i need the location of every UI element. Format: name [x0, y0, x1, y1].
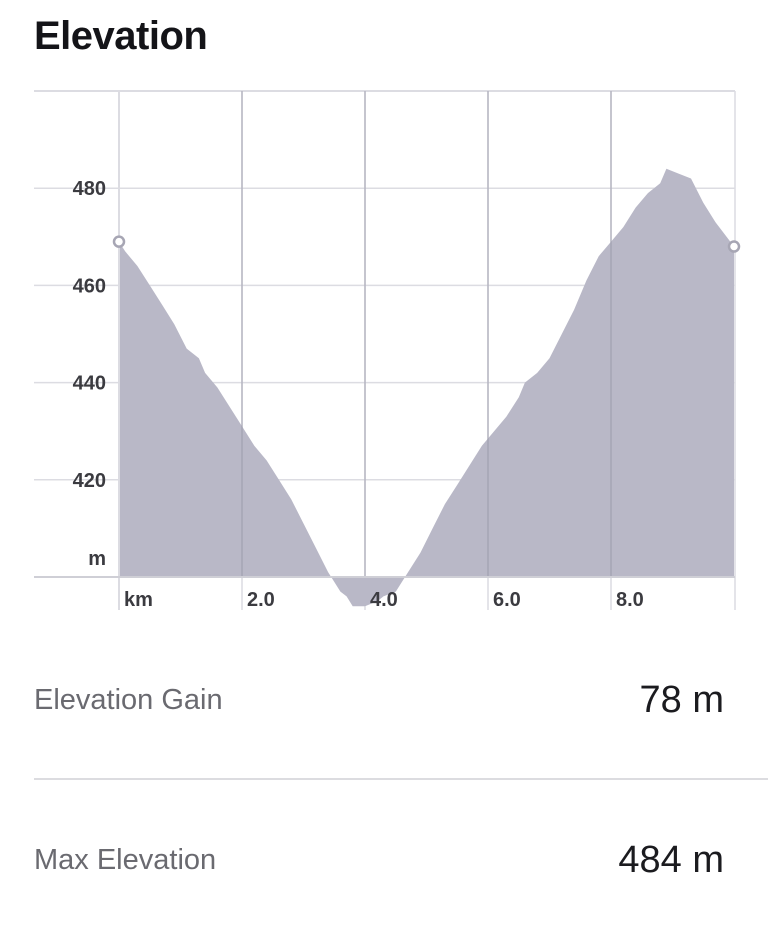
tick-labels: 420 440 460 480 mkm 2.0 4.0 6.0 8.0: [73, 178, 644, 611]
y-tick-label: 460: [73, 275, 106, 297]
y-unit-label: m: [88, 548, 106, 570]
elevation-gain-label: Elevation Gain: [34, 683, 223, 716]
x-tick-label: 6.0: [493, 589, 521, 611]
max-elevation-value: 484 m: [618, 838, 724, 881]
endpoint-marker: [727, 240, 741, 253]
elevation-gain-row: Elevation Gain 78 m: [34, 670, 724, 730]
y-tick-label: 420: [73, 470, 106, 492]
elevation-gain-value: 78 m: [639, 678, 724, 721]
endpoint-markers: [112, 235, 741, 253]
max-elevation-row: Max Elevation 484 m: [34, 830, 724, 890]
page-title: Elevation: [34, 14, 208, 58]
chart-axes: [34, 91, 735, 610]
y-tick-label: 440: [73, 373, 106, 395]
x-tick-label: 2.0: [247, 589, 275, 611]
x-unit-label: km: [124, 589, 153, 611]
y-tick-label: 480: [73, 178, 106, 200]
elevation-area: [119, 168, 734, 607]
max-elevation-label: Max Elevation: [34, 843, 217, 876]
stats-divider: [34, 778, 768, 780]
elevation-chart[interactable]: 420 440 460 480 mkm 2.0 4.0 6.0 8.0: [0, 0, 768, 640]
endpoint-marker: [112, 235, 126, 248]
x-tick-label: 4.0: [370, 589, 398, 611]
x-tick-label: 8.0: [616, 589, 644, 611]
